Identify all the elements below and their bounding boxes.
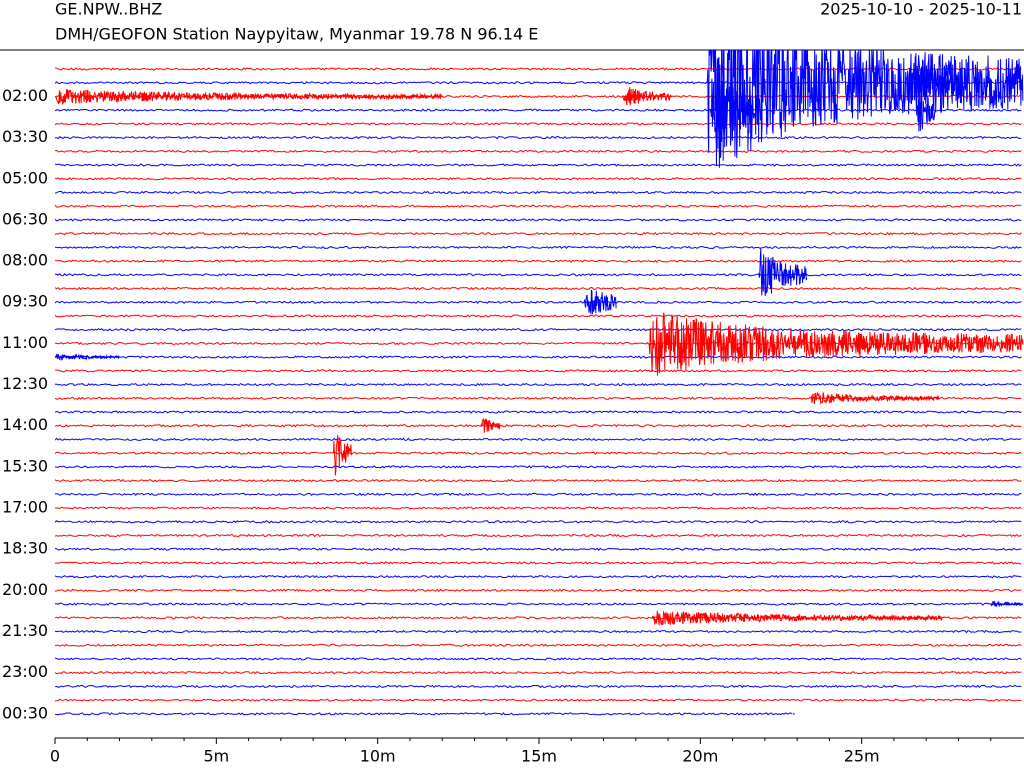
- row-label: 06:30: [2, 209, 48, 228]
- seismic-event: [55, 353, 120, 361]
- trace: [55, 629, 1022, 634]
- trace: [55, 643, 1022, 647]
- row-label: 18:30: [2, 539, 48, 558]
- seismic-event: [622, 87, 672, 107]
- trace: [55, 451, 1022, 455]
- trace: [55, 574, 1022, 579]
- row-label: 23:00: [2, 662, 48, 681]
- x-tick-label: 15m: [521, 747, 557, 766]
- seismic-event: [583, 289, 617, 315]
- trace: [55, 478, 1022, 483]
- trace: [55, 602, 1022, 606]
- trace: [55, 588, 1022, 593]
- trace: [55, 122, 1022, 126]
- trace: [55, 410, 1022, 414]
- trace: [55, 657, 1022, 661]
- trace: [55, 286, 1022, 291]
- trace: [55, 561, 1022, 565]
- seismic-event: [706, 50, 1024, 168]
- trace: [55, 355, 1022, 359]
- trace: [55, 423, 1022, 428]
- seismic-event: [709, 78, 762, 144]
- trace: [55, 108, 1022, 112]
- x-tick-label: 10m: [360, 747, 396, 766]
- trace: [55, 671, 1022, 675]
- trace: [55, 149, 1022, 153]
- row-label: 03:30: [2, 127, 48, 146]
- trace: [55, 547, 1022, 551]
- trace: [55, 506, 1022, 510]
- x-tick-label: 20m: [682, 747, 718, 766]
- row-label: 20:00: [2, 580, 48, 599]
- row-label: 14:00: [2, 415, 48, 434]
- date-range: 2025-10-10 - 2025-10-11: [820, 0, 1022, 19]
- trace: [55, 382, 1022, 387]
- row-label: 08:00: [2, 251, 48, 270]
- trace: [55, 369, 1022, 373]
- trace: [55, 300, 1022, 304]
- trace: [55, 437, 1022, 442]
- seismic-event: [854, 332, 875, 358]
- trace: [55, 190, 1022, 195]
- row-label: 05:00: [2, 168, 48, 187]
- trace: [55, 163, 1022, 167]
- x-tick-label: 25m: [844, 747, 880, 766]
- trace: [55, 465, 1022, 469]
- trace: [55, 135, 1022, 140]
- seismic-event: [332, 434, 352, 476]
- seismic-event: [990, 600, 1024, 608]
- seismic-event: [912, 55, 963, 116]
- trace: [55, 231, 1022, 236]
- trace: [55, 204, 1022, 208]
- seismic-event: [651, 610, 943, 626]
- seismic-event: [55, 89, 443, 106]
- row-label: 09:30: [2, 292, 48, 311]
- seismic-event: [809, 391, 940, 405]
- row-label: 12:30: [2, 374, 48, 393]
- row-label: 00:30: [2, 703, 48, 722]
- trace: [55, 327, 1022, 332]
- row-label: 02:00: [2, 86, 48, 105]
- trace: [55, 520, 1022, 524]
- trace: [55, 273, 1022, 277]
- row-label: 21:30: [2, 621, 48, 640]
- x-tick-label: 5m: [203, 747, 229, 766]
- trace: [55, 218, 1022, 222]
- trace: [55, 259, 1022, 263]
- trace: [55, 712, 793, 716]
- chart-subtitle: DMH/GEOFON Station Naypyitaw, Myanmar 19…: [55, 25, 538, 44]
- row-label: 15:30: [2, 456, 48, 475]
- seismic-event: [916, 87, 936, 132]
- trace: [55, 314, 1022, 318]
- trace: [55, 684, 1022, 689]
- trace: [55, 177, 1022, 181]
- trace: [55, 245, 1022, 250]
- row-label: 11:00: [2, 333, 48, 352]
- trace: [55, 533, 1022, 538]
- x-tick-label: 0: [50, 747, 60, 766]
- seismic-event: [480, 418, 501, 433]
- seismic-event: [758, 248, 808, 297]
- trace: [55, 698, 1022, 702]
- chart-title: GE.NPW..BHZ: [55, 0, 162, 19]
- row-label: 17:00: [2, 498, 48, 517]
- seismic-event: [648, 312, 1024, 376]
- trace: [55, 492, 1022, 497]
